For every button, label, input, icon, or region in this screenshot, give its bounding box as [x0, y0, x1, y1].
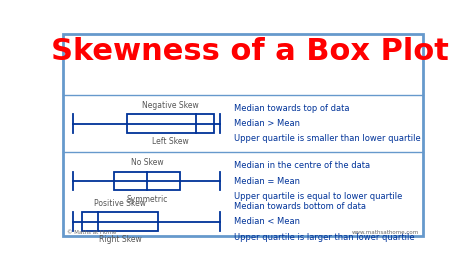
Text: Skewness of a Box Plot: Skewness of a Box Plot	[51, 37, 449, 66]
Text: Left Skew: Left Skew	[152, 137, 189, 146]
Text: No Skew: No Skew	[131, 158, 164, 167]
Text: Symmetric: Symmetric	[127, 195, 168, 204]
Text: Median in the centre of the data: Median in the centre of the data	[234, 161, 370, 170]
Text: Median > Mean: Median > Mean	[234, 119, 300, 128]
Text: Upper quartile is larger than lower quartile: Upper quartile is larger than lower quar…	[234, 233, 414, 242]
Bar	[114, 172, 180, 190]
Text: Right Skew: Right Skew	[99, 235, 142, 245]
Text: Upper quartile is equal to lower quartile: Upper quartile is equal to lower quartil…	[234, 192, 402, 201]
Text: Median < Mean: Median < Mean	[234, 217, 300, 226]
Bar	[127, 114, 213, 133]
Text: Median towards top of data: Median towards top of data	[234, 104, 349, 113]
Text: Upper quartile is smaller than lower quartile: Upper quartile is smaller than lower qua…	[234, 135, 420, 143]
Text: Median = Mean: Median = Mean	[234, 176, 300, 186]
Text: Median towards bottom of data: Median towards bottom of data	[234, 202, 366, 211]
Text: Negative Skew: Negative Skew	[142, 101, 199, 110]
Text: © Maths at Home: © Maths at Home	[66, 230, 116, 234]
Text: www.mathsathome.com: www.mathsathome.com	[352, 230, 419, 234]
Text: Positive Skew: Positive Skew	[94, 199, 146, 208]
Bar	[82, 213, 158, 231]
